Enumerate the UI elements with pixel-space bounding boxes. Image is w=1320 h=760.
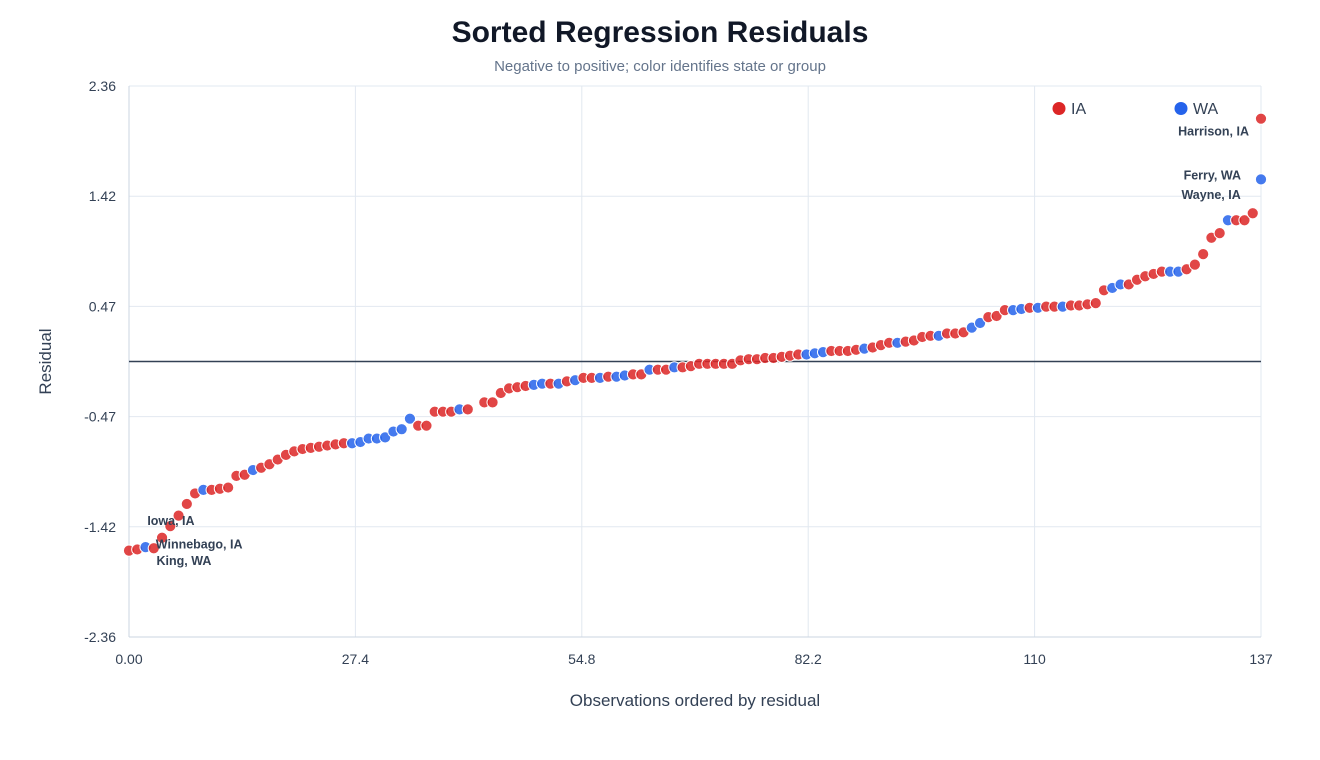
data-point-ia [990, 309, 1003, 323]
x-tick-label: 137 [1249, 651, 1273, 667]
data-point-ia [420, 419, 433, 432]
point-annotation: King, WA [157, 554, 212, 568]
data-point-ia [222, 481, 235, 494]
data-point-ia [147, 542, 160, 555]
y-tick-label: -0.47 [84, 409, 116, 425]
data-point-wa [403, 412, 417, 425]
legend-label-wa: WA [1193, 101, 1219, 118]
legend-marker-ia [1052, 102, 1066, 115]
point-annotation: Ferry, WA [1184, 168, 1241, 182]
data-point-ia [461, 403, 474, 416]
x-tick-label: 54.8 [568, 651, 595, 667]
point-annotation: Wayne, IA [1181, 188, 1240, 202]
y-tick-label: 1.42 [89, 188, 116, 204]
data-point-ia [1197, 248, 1210, 261]
data-point-ia [486, 396, 499, 409]
data-point-ia [180, 497, 193, 511]
data-point-ia [1188, 258, 1201, 271]
data-point-ia [172, 509, 185, 522]
data-point-ia [1246, 207, 1259, 220]
y-tick-label: 2.36 [89, 78, 116, 94]
y-tick-label: -2.36 [84, 629, 116, 645]
data-point-wa [1254, 173, 1268, 186]
point-annotation: Iowa, IA [147, 514, 194, 528]
data-point-ia [164, 519, 177, 533]
x-tick-label: 110 [1023, 651, 1046, 667]
x-tick-label: 82.2 [795, 651, 822, 667]
x-axis-title: Observations ordered by residual [570, 691, 820, 710]
data-point-ia [1254, 112, 1268, 125]
data-point-ia [1089, 297, 1102, 310]
y-tick-label: -1.42 [84, 519, 116, 535]
data-point-wa [379, 431, 392, 444]
x-tick-label: 27.4 [342, 651, 369, 667]
point-annotation: Winnebago, IA [156, 537, 243, 551]
data-point-ia [1238, 214, 1251, 227]
chart-subtitle: Negative to positive; color identifies s… [494, 58, 826, 75]
x-tick-label: 0.00 [115, 651, 142, 667]
data-point-ia [155, 531, 169, 544]
data-point-ia [1213, 226, 1226, 240]
chart-title: Sorted Regression Residuals [451, 16, 869, 49]
data-point-wa [973, 316, 987, 330]
data-point-wa [395, 423, 408, 436]
y-tick-label: 0.47 [89, 298, 116, 314]
legend-label-ia: IA [1071, 101, 1086, 118]
legend-marker-wa [1174, 102, 1188, 115]
point-annotation: Harrison, IA [1178, 125, 1249, 139]
y-axis-title: Residual [36, 328, 55, 394]
